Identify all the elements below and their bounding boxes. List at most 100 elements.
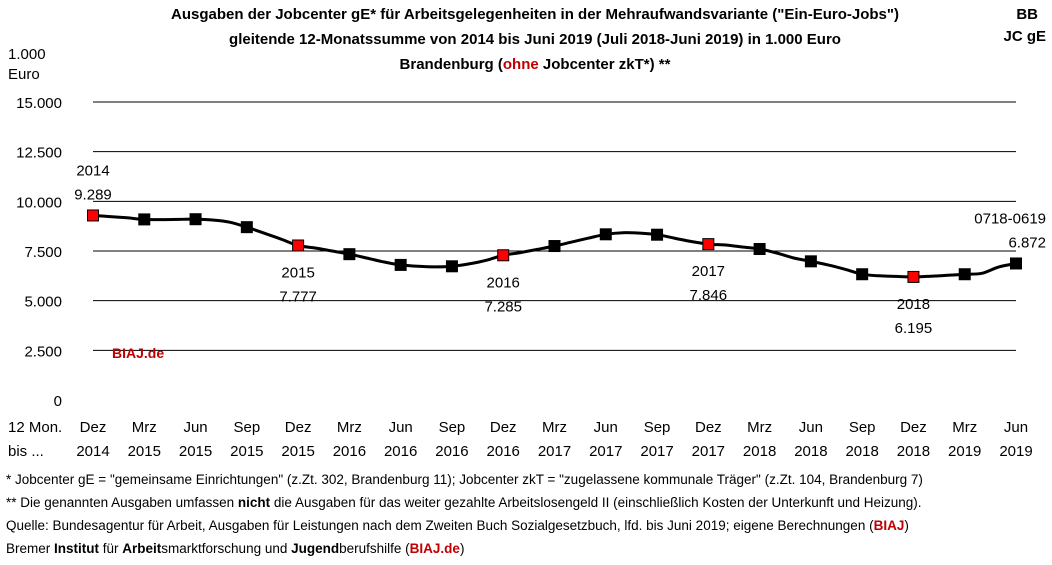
credit-part-e: smarktforschung und xyxy=(161,541,292,556)
x-tick-month: Dez xyxy=(490,419,517,436)
y-tick-label: 10.000 xyxy=(16,194,62,211)
y-unit-line1: 1.000 xyxy=(8,46,46,63)
annotation-label: 0718-0619 xyxy=(974,210,1046,227)
chart-title-line1: Ausgaben der Jobcenter gE* für Arbeitsge… xyxy=(171,6,899,23)
x-unit-line1: 12 Mon. xyxy=(8,419,62,436)
data-markers xyxy=(87,209,1022,283)
annotation-value: 7.285 xyxy=(484,298,522,315)
x-tick-month: Dez xyxy=(285,419,312,436)
x-tick-year: 2017 xyxy=(538,443,571,460)
jobcenter-type-label: JC gE xyxy=(1003,28,1046,45)
annotation-label: 2014 xyxy=(76,162,109,179)
credit-part-i: ) xyxy=(459,541,465,556)
data-marker xyxy=(856,268,869,281)
annotation-label: 2018 xyxy=(897,296,930,313)
highlight-marker xyxy=(497,249,510,262)
chart-title-line2: gleitende 12-Monatssumme von 2014 bis Ju… xyxy=(229,31,841,48)
annotation-label: 2016 xyxy=(487,274,520,291)
x-axis-ticks: Dez 2014 Mrz 2015 Jun 2015 Sep 2015 Dez 2015 Mrz 20… xyxy=(76,419,1032,460)
annotation-label: 2017 xyxy=(692,263,725,280)
data-marker xyxy=(240,221,253,234)
x-tick-month: Mrz xyxy=(132,419,157,436)
x-tick-month: Jun xyxy=(799,419,823,436)
annotation-label: 2015 xyxy=(281,264,314,281)
credit-part-f: Jugend xyxy=(291,541,340,556)
x-tick-month: Dez xyxy=(80,419,107,436)
credit-part-h: BIAJ.de xyxy=(409,541,460,556)
source-note-biaj: BIAJ xyxy=(873,518,905,533)
y-tick-label: 12.500 xyxy=(16,145,62,162)
source-note-close: ) xyxy=(904,518,909,533)
chart-title-line3: Brandenburg (ohne Jobcenter zkT*) ** xyxy=(120,56,950,73)
x-tick-year: 2016 xyxy=(487,443,520,460)
annotation-value: 7.777 xyxy=(279,288,317,305)
x-tick-month: Mrz xyxy=(337,419,362,436)
x-tick-year: 2014 xyxy=(76,443,109,460)
x-tick-month: Mrz xyxy=(542,419,567,436)
y-tick-label: 7.500 xyxy=(24,244,62,261)
x-tick-month: Jun xyxy=(594,419,618,436)
footnote-1: * Jobcenter gE = "gemeinsame Einrichtung… xyxy=(6,472,923,487)
highlight-marker xyxy=(907,270,920,283)
x-tick-year: 2017 xyxy=(589,443,622,460)
x-tick-month: Dez xyxy=(900,419,927,436)
title-line3-start: Brandenburg ( xyxy=(399,56,503,73)
y-tick-label: 15.000 xyxy=(16,95,62,112)
annotation-value: 6.195 xyxy=(895,320,933,337)
data-marker xyxy=(445,260,458,273)
footnote-2-emphasis: nicht xyxy=(237,495,271,510)
annotation-value: 7.846 xyxy=(690,287,728,304)
data-marker xyxy=(599,228,612,241)
y-unit-line2: Euro xyxy=(8,66,40,83)
highlight-marker xyxy=(292,239,305,252)
data-marker xyxy=(394,258,407,271)
x-tick-year: 2016 xyxy=(435,443,468,460)
data-marker xyxy=(1010,257,1022,270)
x-tick-year: 2019 xyxy=(948,443,981,460)
data-marker xyxy=(189,213,202,226)
x-tick-year: 2015 xyxy=(281,443,314,460)
x-tick-month: Mrz xyxy=(747,419,772,436)
annotation-value: 9.289 xyxy=(74,186,112,203)
x-tick-year: 2016 xyxy=(384,443,417,460)
data-marker xyxy=(138,213,151,226)
title-highlight-ohne: ohne xyxy=(502,56,539,73)
y-tick-label: 5.000 xyxy=(24,294,62,311)
x-tick-year: 2018 xyxy=(897,443,930,460)
highlight-marker xyxy=(87,209,99,222)
x-tick-year: 2015 xyxy=(128,443,161,460)
x-tick-year: 2018 xyxy=(794,443,827,460)
y-tick-label: 0 xyxy=(54,393,62,410)
x-tick-month: Jun xyxy=(1004,419,1028,436)
watermark-biaj: BIAJ.de xyxy=(112,345,164,361)
x-unit-line2: bis ... xyxy=(8,443,44,460)
x-tick-year: 2016 xyxy=(333,443,366,460)
x-tick-month: Sep xyxy=(644,419,671,436)
data-marker xyxy=(753,243,766,256)
x-tick-month: Sep xyxy=(233,419,260,436)
annotation-value: 6.872 xyxy=(1008,234,1046,251)
footnote-2-start: ** Die genannten Ausgaben umfassen xyxy=(6,495,238,510)
footnote-2: ** Die genannten Ausgaben umfassen nicht… xyxy=(6,495,922,510)
x-tick-month: Jun xyxy=(389,419,413,436)
credit-part-d: Arbeit xyxy=(122,541,162,556)
x-tick-year: 2015 xyxy=(230,443,263,460)
data-marker xyxy=(548,240,561,253)
credit-part-b: Institut xyxy=(54,541,100,556)
source-note-text: Quelle: Bundesagentur für Arbeit, Ausgab… xyxy=(6,518,874,533)
institute-credit: Bremer Institut für Arbeitsmarktforschun… xyxy=(6,541,464,556)
data-marker xyxy=(804,255,817,268)
x-tick-year: 2015 xyxy=(179,443,212,460)
title-line3-end: Jobcenter zkT*) ** xyxy=(538,56,671,73)
region-label: BB xyxy=(1016,6,1038,23)
x-tick-year: 2017 xyxy=(692,443,725,460)
data-marker xyxy=(958,268,971,281)
x-tick-month: Dez xyxy=(695,419,722,436)
x-tick-month: Jun xyxy=(183,419,207,436)
x-tick-month: Sep xyxy=(849,419,876,436)
highlight-marker xyxy=(702,238,715,251)
gridlines xyxy=(93,101,1016,351)
credit-part-a: Bremer xyxy=(6,541,55,556)
x-tick-year: 2019 xyxy=(999,443,1032,460)
data-marker xyxy=(651,228,664,241)
